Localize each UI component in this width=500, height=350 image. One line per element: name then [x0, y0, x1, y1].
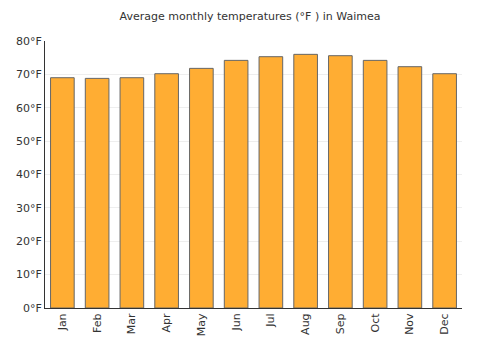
svg-text:Average monthly temperatures (: Average monthly temperatures (°F ) in Wa…: [120, 10, 381, 23]
svg-text:Mar: Mar: [125, 313, 138, 334]
svg-text:Jul: Jul: [264, 313, 277, 327]
svg-text:Jun: Jun: [230, 313, 243, 331]
svg-text:Apr: Apr: [160, 313, 173, 333]
svg-text:Feb: Feb: [91, 313, 104, 332]
svg-text:Sep: Sep: [334, 313, 347, 334]
svg-text:May: May: [195, 313, 208, 336]
svg-text:80°F: 80°F: [16, 35, 42, 48]
svg-text:60°F: 60°F: [16, 102, 42, 115]
svg-text:10°F: 10°F: [16, 268, 42, 281]
svg-text:30°F: 30°F: [16, 202, 42, 215]
svg-text:Nov: Nov: [403, 313, 416, 335]
svg-text:50°F: 50°F: [16, 135, 42, 148]
svg-text:40°F: 40°F: [16, 168, 42, 181]
svg-text:20°F: 20°F: [16, 235, 42, 248]
svg-text:Oct: Oct: [369, 313, 382, 333]
svg-text:0°F: 0°F: [23, 302, 42, 315]
svg-text:70°F: 70°F: [16, 68, 42, 81]
svg-text:Dec: Dec: [438, 313, 451, 334]
svg-text:Jan: Jan: [56, 313, 69, 331]
svg-text:Aug: Aug: [299, 313, 312, 334]
